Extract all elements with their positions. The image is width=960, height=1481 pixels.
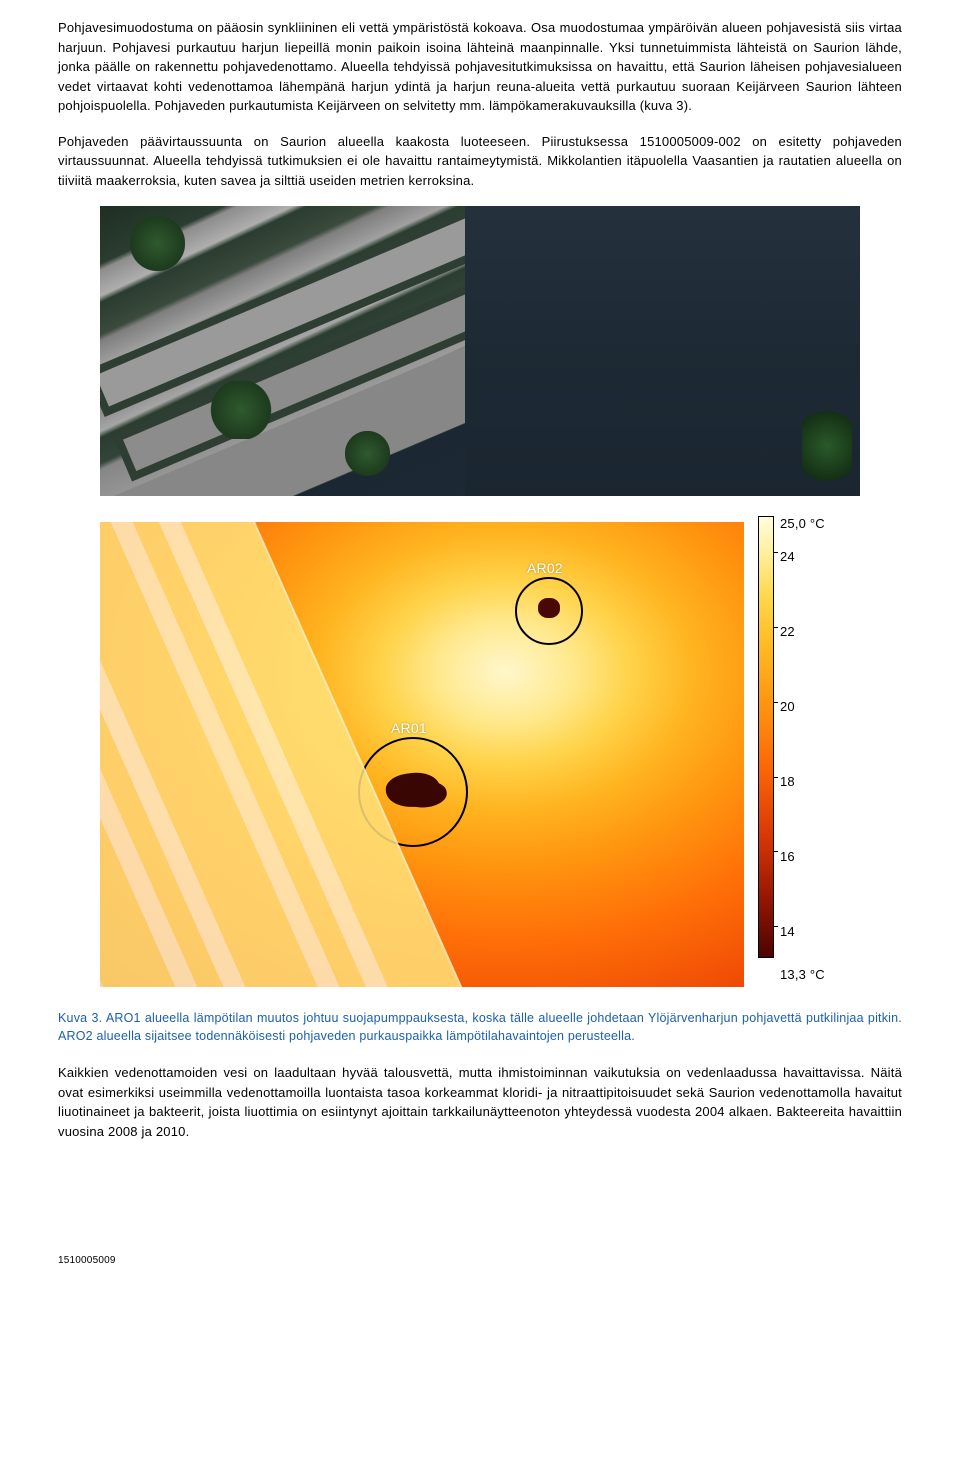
scale-tick-label: 24 bbox=[780, 547, 795, 567]
body-paragraph-1: Pohjavesimuodostuma on pääosin synkliini… bbox=[58, 18, 902, 116]
marker-label-ar01: AR01 bbox=[391, 718, 427, 739]
scale-gradient-bar bbox=[758, 516, 774, 958]
scale-labels: 25,0 °C 24 22 20 18 16 14 13,3 °C bbox=[780, 516, 840, 976]
marker-label-ar02: AR02 bbox=[527, 558, 563, 579]
scale-tick-label: 16 bbox=[780, 847, 795, 867]
scale-tick-label: 22 bbox=[780, 622, 795, 642]
figure-3-caption: Kuva 3. ARO1 alueella lämpötilan muutos … bbox=[58, 1009, 902, 1045]
figure-3: AR01 AR02 25,0 °C 24 22 20 18 16 14 13,3… bbox=[58, 206, 902, 987]
scale-tick-label: 14 bbox=[780, 922, 795, 942]
scale-top-label: 25,0 °C bbox=[780, 514, 825, 534]
scale-tick-label: 18 bbox=[780, 772, 795, 792]
body-paragraph-2: Pohjaveden päävirtaussuunta on Saurion a… bbox=[58, 132, 902, 191]
aerial-photo bbox=[100, 206, 860, 496]
thermal-image: AR01 AR02 bbox=[100, 502, 754, 987]
thermal-color-scale: 25,0 °C 24 22 20 18 16 14 13,3 °C bbox=[758, 502, 840, 976]
scale-bottom-label: 13,3 °C bbox=[780, 965, 825, 985]
marker-circle-ar02 bbox=[515, 577, 583, 645]
marker-circle-ar01 bbox=[358, 737, 468, 847]
body-paragraph-3: Kaikkien vedenottamoiden vesi on laadult… bbox=[58, 1063, 902, 1141]
document-id: 1510005009 bbox=[58, 1253, 902, 1268]
thermal-image-row: AR01 AR02 25,0 °C 24 22 20 18 16 14 13,3… bbox=[100, 502, 860, 987]
scale-tick-label: 20 bbox=[780, 697, 795, 717]
